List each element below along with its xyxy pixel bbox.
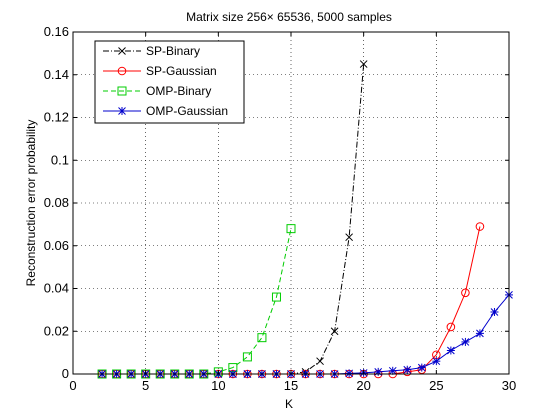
data-point: [475, 329, 484, 338]
x-tick-label: 0: [69, 378, 76, 393]
data-point: [432, 357, 441, 366]
legend-label-sp-binary: SP-Binary: [146, 44, 200, 58]
x-tick-label: 25: [429, 378, 443, 393]
data-point: [330, 327, 339, 336]
data-point: [374, 367, 383, 376]
data-point: [446, 322, 456, 332]
series-line-omp-binary: [102, 228, 292, 375]
data-point: [359, 60, 368, 68]
y-tick-label: 0.04: [44, 281, 69, 296]
data-point: [403, 365, 412, 374]
legend-marker-sample: [118, 107, 126, 115]
x-tick-label: 15: [284, 378, 298, 393]
y-axis-label: Reconstruction error probability: [24, 120, 38, 287]
x-tick-label: 10: [211, 378, 225, 393]
legend-label-omp-gaussian: OMP-Gaussian: [146, 104, 228, 118]
data-point: [345, 233, 353, 242]
data-point: [271, 292, 281, 302]
data-point: [242, 352, 252, 362]
data-point: [345, 369, 354, 378]
y-tick-label: 0.06: [44, 238, 69, 253]
y-tick-label: 0.16: [44, 24, 69, 39]
data-point: [316, 357, 324, 366]
legend: SP-Binary SP-Gaussian OMP-Binary OMP-Gau…: [94, 40, 245, 124]
data-point: [257, 333, 267, 343]
tick-marks: [72, 31, 510, 375]
data-point: [286, 224, 296, 234]
y-tick-label: 0.08: [44, 195, 69, 210]
data-point: [388, 366, 397, 375]
data-point: [446, 346, 455, 355]
data-point: [461, 337, 470, 346]
chart-title: Matrix size 256× 65536, 5000 samples: [186, 10, 392, 24]
y-tick-label: 0.02: [44, 323, 69, 338]
legend-label-sp-gaussian: SP-Gaussian: [146, 64, 217, 78]
x-tick-label: 20: [356, 378, 370, 393]
y-tick-label: 0.1: [51, 152, 69, 167]
y-tick-label: 0.14: [44, 67, 69, 82]
x-tick-label: 5: [142, 378, 149, 393]
legend-label-omp-binary: OMP-Binary: [146, 84, 211, 98]
data-point: [475, 222, 485, 231]
y-tick-label: 0: [62, 366, 69, 381]
data-point: [417, 363, 426, 372]
tick-labels: 0 5 10 15 20 25 30 0 0.02 0.04 0.06 0.08 0.1 0.12 0.14…: [44, 24, 517, 393]
legend-marker-sample: [117, 66, 127, 76]
y-tick-label: 0.12: [44, 110, 69, 125]
legend-marker-sample: [117, 86, 127, 96]
data-point: [461, 288, 470, 298]
legend-marker-sample: [118, 47, 126, 55]
data-point: [490, 308, 499, 317]
x-axis-label: K: [285, 397, 293, 411]
x-tick-label: 30: [502, 378, 516, 393]
